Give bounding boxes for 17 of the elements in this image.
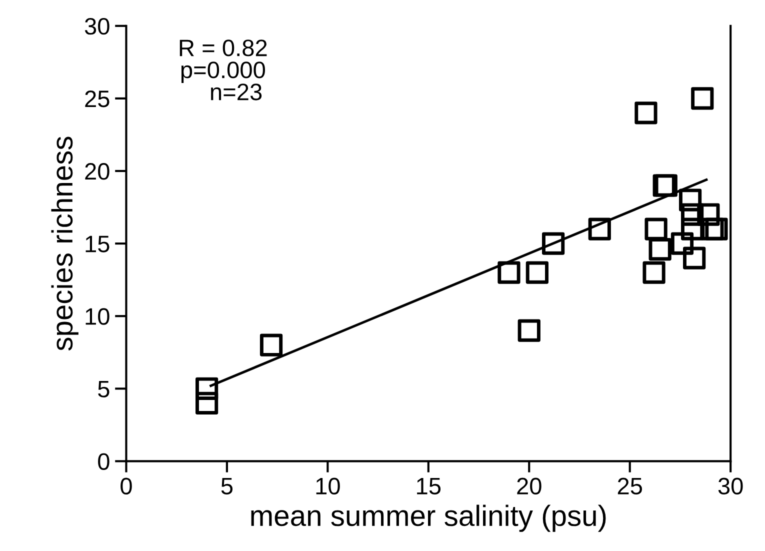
x-axis-title: mean summer salinity (psu)	[251, 504, 606, 532]
y-tick-label: 15	[86, 236, 110, 252]
y-axis-title: species richness	[51, 136, 78, 351]
x-tick-label: 5	[221, 478, 233, 494]
x-tick-label: 15	[417, 478, 441, 494]
y-tick-label: 10	[86, 308, 110, 325]
y-tick-label: 20	[85, 163, 110, 180]
x-tick-label: 10	[316, 478, 340, 494]
y-tick-label: 25	[85, 90, 110, 108]
y-tick-label: 5	[98, 380, 110, 398]
annotation: R = 0.82 p=0.000 n=23	[180, 40, 267, 100]
x-tick-label: 30	[718, 478, 743, 494]
y-tick-label: 30	[84, 18, 110, 35]
x-tick-label: 0	[120, 478, 132, 494]
x-tick-label: 20	[517, 478, 542, 494]
y-tick-label: 0	[98, 453, 110, 470]
x-tick-label: 25	[618, 478, 642, 494]
